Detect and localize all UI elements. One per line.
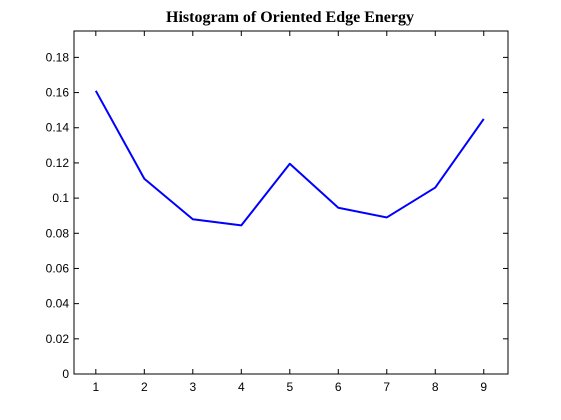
y-tick-label: 0.18 — [46, 50, 70, 64]
x-tick-label: 3 — [189, 380, 196, 394]
x-tick-label: 1 — [92, 380, 99, 394]
y-tick-label: 0.08 — [46, 226, 70, 240]
chart-title: Histogram of Oriented Edge Energy — [166, 9, 414, 26]
x-tick-label: 2 — [141, 380, 148, 394]
x-tick-label: 6 — [335, 380, 342, 394]
y-tick-label: 0 — [62, 367, 69, 381]
x-tick-label: 4 — [238, 380, 245, 394]
y-tick-label: 0.02 — [46, 332, 70, 346]
x-tick-label: 5 — [286, 380, 293, 394]
x-tick-label: 8 — [432, 380, 439, 394]
y-axis: 0 0.02 0.04 0.06 0.08 0.1 0.12 0.14 0.16 0.18 — [46, 50, 508, 381]
y-tick-label: 0.16 — [46, 86, 70, 100]
plot-area-frame — [73, 30, 509, 375]
x-tick-label: 9 — [480, 380, 487, 394]
series-layer — [94, 90, 485, 227]
y-tick-label: 0.1 — [52, 191, 69, 205]
y-tick-label: 0.12 — [46, 156, 70, 170]
y-tick-label: 0.04 — [46, 297, 70, 311]
x-tick-label: 7 — [383, 380, 390, 394]
x-axis: 1 2 3 4 5 6 7 8 9 — [92, 31, 487, 394]
y-tick-label: 0.06 — [46, 261, 70, 275]
y-tick-label: 0.14 — [46, 121, 70, 135]
